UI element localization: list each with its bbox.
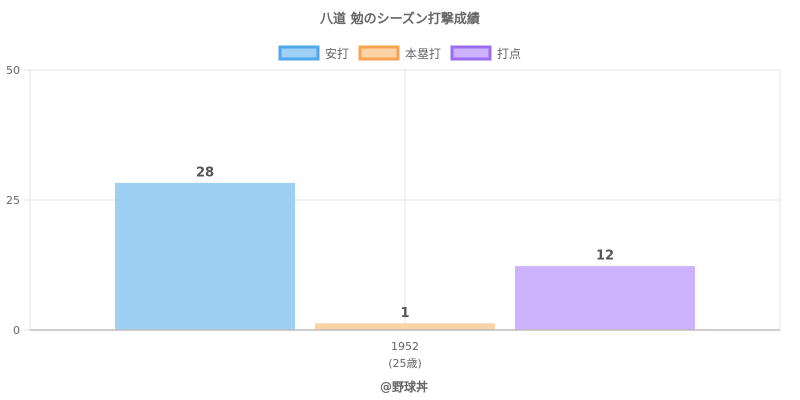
- legend-label: 打点: [497, 47, 521, 61]
- legend: 安打 本塁打 打点: [278, 45, 521, 61]
- legend-label: 本塁打: [405, 47, 441, 61]
- chart-title: 八道 勉のシーズン打撃成績: [319, 11, 480, 27]
- legend-label: 安打: [325, 46, 349, 61]
- legend-swatch: [358, 45, 400, 61]
- x-tick-sublabel: (25歳): [388, 357, 422, 370]
- bar-安打: [115, 184, 295, 330]
- legend-swatch: [450, 45, 492, 61]
- data-labels: 28 1 12: [196, 165, 614, 320]
- axes: 0 25 50 1952 (25歳): [6, 64, 780, 370]
- bar-本塁打: [315, 324, 495, 330]
- y-tick-label: 0: [13, 324, 20, 337]
- y-tick-label: 50: [6, 64, 20, 77]
- data-label: 28: [196, 165, 214, 180]
- legend-swatch: [278, 45, 320, 61]
- bars: [115, 182, 695, 330]
- bar-打点: [515, 267, 695, 330]
- data-label: 12: [596, 249, 614, 264]
- data-label: 1: [400, 306, 409, 321]
- x-tick-label: 1952: [391, 340, 419, 353]
- footer-credit: @野球丼: [380, 379, 428, 394]
- y-tick-label: 25: [6, 194, 20, 207]
